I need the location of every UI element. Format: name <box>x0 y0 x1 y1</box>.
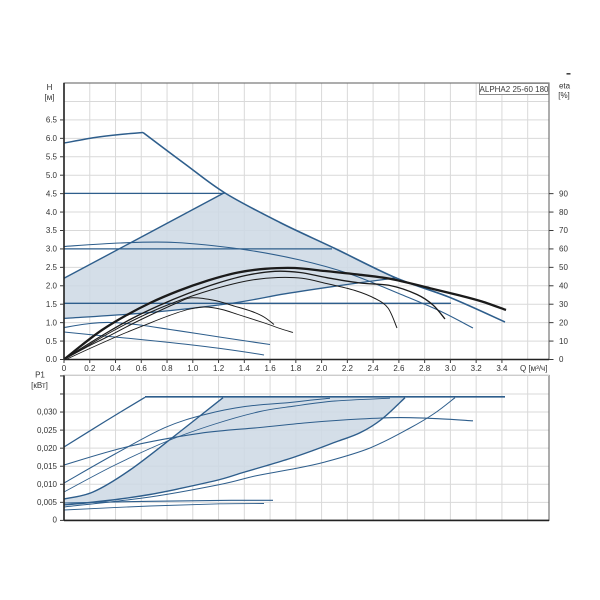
svg-text:2.0: 2.0 <box>46 282 58 291</box>
svg-text:20: 20 <box>559 318 568 327</box>
svg-text:5.5: 5.5 <box>46 153 58 162</box>
svg-text:6.5: 6.5 <box>46 116 58 125</box>
svg-text:1.8: 1.8 <box>290 364 302 373</box>
svg-text:80: 80 <box>559 208 568 217</box>
svg-text:3.2: 3.2 <box>471 364 483 373</box>
svg-text:[%]: [%] <box>558 91 570 100</box>
svg-text:0,025: 0,025 <box>37 426 58 435</box>
svg-text:1.0: 1.0 <box>46 318 58 327</box>
svg-text:1.0: 1.0 <box>187 364 199 373</box>
svg-text:0.6: 0.6 <box>136 364 148 373</box>
svg-text:70: 70 <box>559 226 568 235</box>
svg-text:0: 0 <box>559 355 564 364</box>
svg-text:60: 60 <box>559 245 568 254</box>
svg-text:2.2: 2.2 <box>342 364 354 373</box>
svg-text:0.0: 0.0 <box>46 355 58 364</box>
svg-text:eta: eta <box>559 82 571 91</box>
svg-text:0: 0 <box>62 364 67 373</box>
svg-text:0,010: 0,010 <box>37 480 58 489</box>
svg-text:[м]: [м] <box>45 93 55 102</box>
svg-text:6.0: 6.0 <box>46 134 58 143</box>
svg-text:1.5: 1.5 <box>46 300 58 309</box>
svg-text:90: 90 <box>559 189 568 198</box>
svg-text:40: 40 <box>559 282 568 291</box>
svg-text:ALPHA2 25-60 180: ALPHA2 25-60 180 <box>480 85 549 94</box>
svg-text:0.5: 0.5 <box>46 337 58 346</box>
svg-text:0: 0 <box>53 515 58 524</box>
svg-text:0.4: 0.4 <box>110 364 122 373</box>
svg-text:0.8: 0.8 <box>161 364 173 373</box>
svg-text:1.2: 1.2 <box>213 364 225 373</box>
svg-text:Q [м³/ч]: Q [м³/ч] <box>520 364 547 373</box>
svg-text:3.0: 3.0 <box>445 364 457 373</box>
svg-text:10: 10 <box>559 337 568 346</box>
svg-text:[кВт]: [кВт] <box>31 381 48 390</box>
svg-text:P1: P1 <box>35 371 45 380</box>
svg-text:30: 30 <box>559 300 568 309</box>
svg-text:3.4: 3.4 <box>496 364 508 373</box>
svg-text:0,030: 0,030 <box>37 408 58 417</box>
svg-text:0,015: 0,015 <box>37 462 58 471</box>
svg-text:1.6: 1.6 <box>265 364 277 373</box>
svg-text:0,020: 0,020 <box>37 444 58 453</box>
svg-text:1.4: 1.4 <box>239 364 251 373</box>
svg-text:50: 50 <box>559 263 568 272</box>
svg-text:2.4: 2.4 <box>368 364 380 373</box>
svg-text:2.8: 2.8 <box>419 364 431 373</box>
svg-text:0.2: 0.2 <box>84 364 96 373</box>
svg-text:3.0: 3.0 <box>46 245 58 254</box>
svg-text:2.0: 2.0 <box>316 364 328 373</box>
svg-text:H: H <box>47 83 53 92</box>
svg-text:3.5: 3.5 <box>46 226 58 235</box>
svg-text:0,005: 0,005 <box>37 498 58 507</box>
svg-text:4.5: 4.5 <box>46 189 58 198</box>
svg-text:5.0: 5.0 <box>46 171 58 180</box>
svg-text:4.0: 4.0 <box>46 208 58 217</box>
svg-text:2.5: 2.5 <box>46 263 58 272</box>
svg-text:2.6: 2.6 <box>393 364 405 373</box>
